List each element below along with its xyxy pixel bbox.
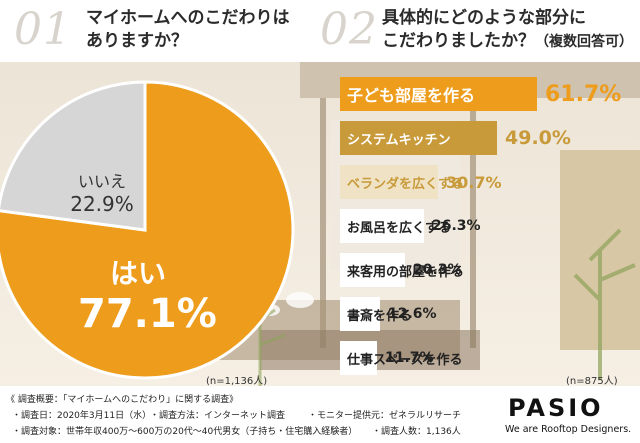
bar-row: システムキッチン 49.0% — [340, 121, 571, 155]
bar-row: 仕事スペースを作る 11.7% — [340, 341, 462, 375]
bar-value-label: 20.3% — [413, 262, 462, 278]
question-2-line2: こだわりましたか？ — [382, 31, 535, 51]
footer-survey-method: ・調査方法：インターネット調査 — [150, 411, 286, 421]
question-2-text: 具体的にどのような部分に こだわりましたか？（複数回答可） — [382, 7, 633, 54]
bar-category-label: 来客用の部屋を作る — [347, 264, 465, 280]
bar-row: 書斎を作る 12.6% — [340, 297, 437, 331]
footer-survey-title: 《 調査概要：「マイホームへのこだわり」に関する調査》 — [6, 395, 239, 405]
bar-value-label: 12.6% — [388, 306, 437, 322]
bar-mark: ベランダを広くする — [340, 165, 464, 199]
bar-chart: 子ども部屋を作る 61.7% システムキッチン 49.0% ベランダを広くする 30.7%… — [340, 75, 640, 385]
bar-row: お風呂を広くする 26.3% — [340, 209, 481, 243]
bar-mark: 子ども部屋を作る — [340, 77, 537, 111]
footer-survey-target: ・調査対象：世帯年収400万〜600万の20代〜40代男女（子持ち・住宅購入経験… — [12, 427, 358, 437]
bar-value-label: 61.7% — [545, 81, 622, 107]
bar-value-label: 30.7% — [446, 172, 502, 192]
question-2-number: 02 — [320, 4, 378, 55]
bar-category-label: お風呂を広くする — [347, 220, 452, 236]
bar-row: ベランダを広くする 30.7% — [340, 165, 502, 199]
bar-category-label: 仕事スペースを作る — [347, 352, 463, 368]
footer-survey-provider: ・モニター提供元：ゼネラルリサーチ — [308, 411, 462, 421]
question-1-line1: マイホームへのこだわりは — [86, 8, 290, 28]
question-1-line2: ありますか？ — [86, 31, 188, 51]
question-1-number: 01 — [14, 4, 72, 55]
pie-sample-size: (n=1,136人) — [206, 376, 268, 387]
brand-logo: PASIO — [508, 394, 604, 422]
bar-value-label: 26.3% — [432, 218, 481, 234]
footer-survey-date: ・調査日：2020年3月11日（水） — [12, 411, 152, 421]
bar-row: 来客用の部屋を作る 20.3% — [340, 253, 464, 287]
footer — [0, 386, 640, 443]
bar-category-label: 書斎を作る — [347, 308, 413, 324]
pie-label-yes-value: 77.1% — [78, 291, 217, 337]
question-2-suffix: （複数回答可） — [535, 34, 633, 50]
header-band — [0, 0, 640, 62]
bar-mark: 来客用の部屋を作る — [340, 253, 464, 287]
bar-mark: 仕事スペースを作る — [340, 341, 462, 375]
bar-category-label: システムキッチン — [347, 132, 451, 148]
pie-label-no: いいえ 22.9% — [52, 168, 152, 216]
footer-survey-count: ・調査人数：1,136人 — [372, 427, 461, 437]
bar-category-label: ベランダを広くする — [347, 176, 465, 192]
bar-mark: お風呂を広くする — [340, 209, 451, 243]
pie-label-no-value: 22.9% — [70, 192, 134, 216]
brand-tagline: We are Rooftop Designers. — [505, 424, 632, 435]
bar-row: 子ども部屋を作る 61.7% — [340, 77, 621, 111]
pie-label-yes-category: はい — [109, 257, 166, 290]
pie-slice-1 — [0, 80, 147, 232]
bar-sample-size: (n=875人) — [566, 376, 618, 387]
bar-mark: 書斎を作る — [340, 297, 412, 331]
pie-label-yes: はい 77.1% — [78, 252, 217, 337]
pie-label-no-category: いいえ — [77, 172, 126, 191]
question-2-line1: 具体的にどのような部分に — [382, 8, 586, 28]
question-1-text: マイホームへのこだわりは ありますか？ — [86, 7, 290, 53]
bar-mark: システムキッチン — [340, 121, 497, 155]
pie-chart — [0, 80, 295, 380]
bar-value-label: 11.7% — [385, 350, 434, 366]
bar-value-label: 49.0% — [505, 127, 571, 149]
bar-category-label: 子ども部屋を作る — [347, 86, 476, 105]
